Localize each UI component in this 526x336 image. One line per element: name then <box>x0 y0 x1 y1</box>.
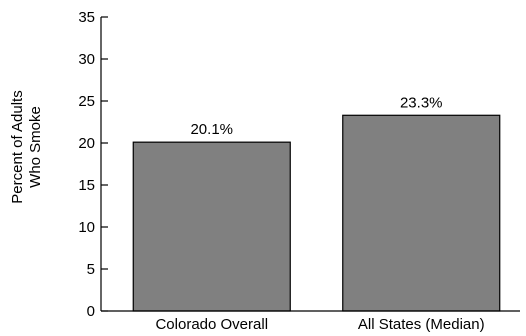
y-tick-label: 0 <box>87 303 95 320</box>
y-tick-label: 25 <box>78 93 95 110</box>
x-category-label: All States (Median) <box>358 316 485 333</box>
y-tick-label: 20 <box>78 135 95 152</box>
y-axis: 0 5 10 15 20 25 30 35 <box>78 9 108 320</box>
x-axis: Colorado Overall All States (Median) <box>101 310 520 333</box>
y-tick-label: 15 <box>78 177 95 194</box>
y-tick-label: 30 <box>78 51 95 68</box>
y-tick-label: 35 <box>78 9 95 26</box>
y-tick-label: 5 <box>87 261 95 278</box>
y-axis-title-line-1: Percent of Adults <box>9 90 26 203</box>
bar <box>132 141 291 312</box>
x-category-label: Colorado Overall <box>155 316 268 333</box>
bar-data-label: 20.1% <box>190 121 233 138</box>
y-tick-label: 10 <box>78 219 95 236</box>
bars: 20.1% 23.3% <box>132 94 501 312</box>
bar-data-label: 23.3% <box>400 94 443 111</box>
bar <box>342 114 501 312</box>
y-axis-title-line-2: Who Smoke <box>27 106 44 188</box>
y-axis-title: Percent of Adults Who Smoke <box>9 90 44 203</box>
